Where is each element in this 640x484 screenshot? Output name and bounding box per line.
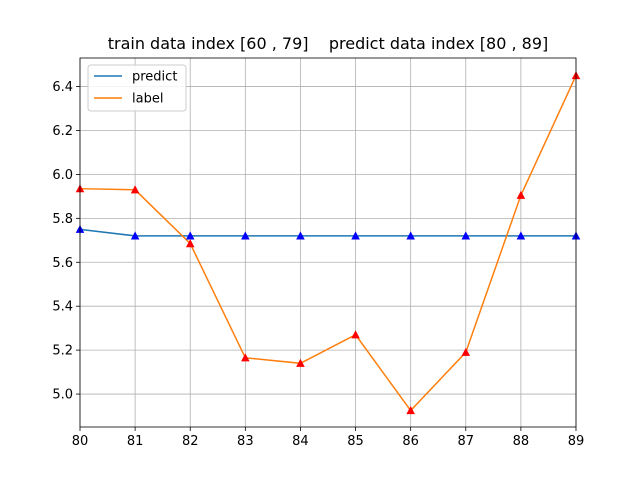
chart-title: train data index [60 , 79] predict data … [108,34,549,53]
series-line-label [79,75,577,412]
y-tick-label: 6.0 [52,168,73,183]
data-point-label [185,239,195,248]
data-point-label [406,406,415,415]
data-point-predict [516,231,526,240]
plot-frame [79,57,577,428]
data-point-predict [241,231,250,240]
data-point-label [296,358,305,367]
x-tick-label: 88 [513,434,530,449]
x-tick-label: 82 [182,434,199,449]
y-tick-label: 5.2 [52,344,73,359]
x-tick-label: 80 [72,434,89,449]
y-tick-label: 5.0 [52,388,73,403]
x-tick-label: 83 [237,434,254,449]
x-tick-label: 81 [127,434,144,449]
x-tick-label: 86 [402,434,419,449]
data-point-predict [351,231,360,240]
data-point-label [516,190,526,199]
y-tick-label: 6.2 [52,124,73,139]
data-point-label [351,330,360,339]
series-line-predict [79,228,576,237]
data-point-predict [185,231,195,240]
y-tick-label: 5.8 [52,212,73,227]
data-point-label [241,353,250,362]
legend-label-predict: predict [132,70,177,85]
series-group [75,71,581,415]
x-tick-label: 84 [292,434,309,449]
data-point-predict [130,231,140,240]
axes: 80 81 82 83 84 85 86 87 88 89 5.0 5.2 5.4 5.6 5.8 6.0 6.… [52,57,585,449]
data-point-label [461,347,471,356]
data-point-predict [406,231,415,240]
x-tick-label: 85 [347,434,364,449]
y-tick-label: 5.6 [52,256,73,271]
data-point-label [130,185,140,194]
data-point-predict [461,231,471,240]
y-tick-label: 6.4 [52,80,73,95]
legend-label-label: label [132,92,163,107]
x-tick-label: 87 [458,434,475,449]
legend: predict label [87,64,187,112]
data-point-predict [296,231,305,240]
y-tick-label: 5.4 [52,300,73,315]
x-tick-label: 89 [568,434,585,449]
